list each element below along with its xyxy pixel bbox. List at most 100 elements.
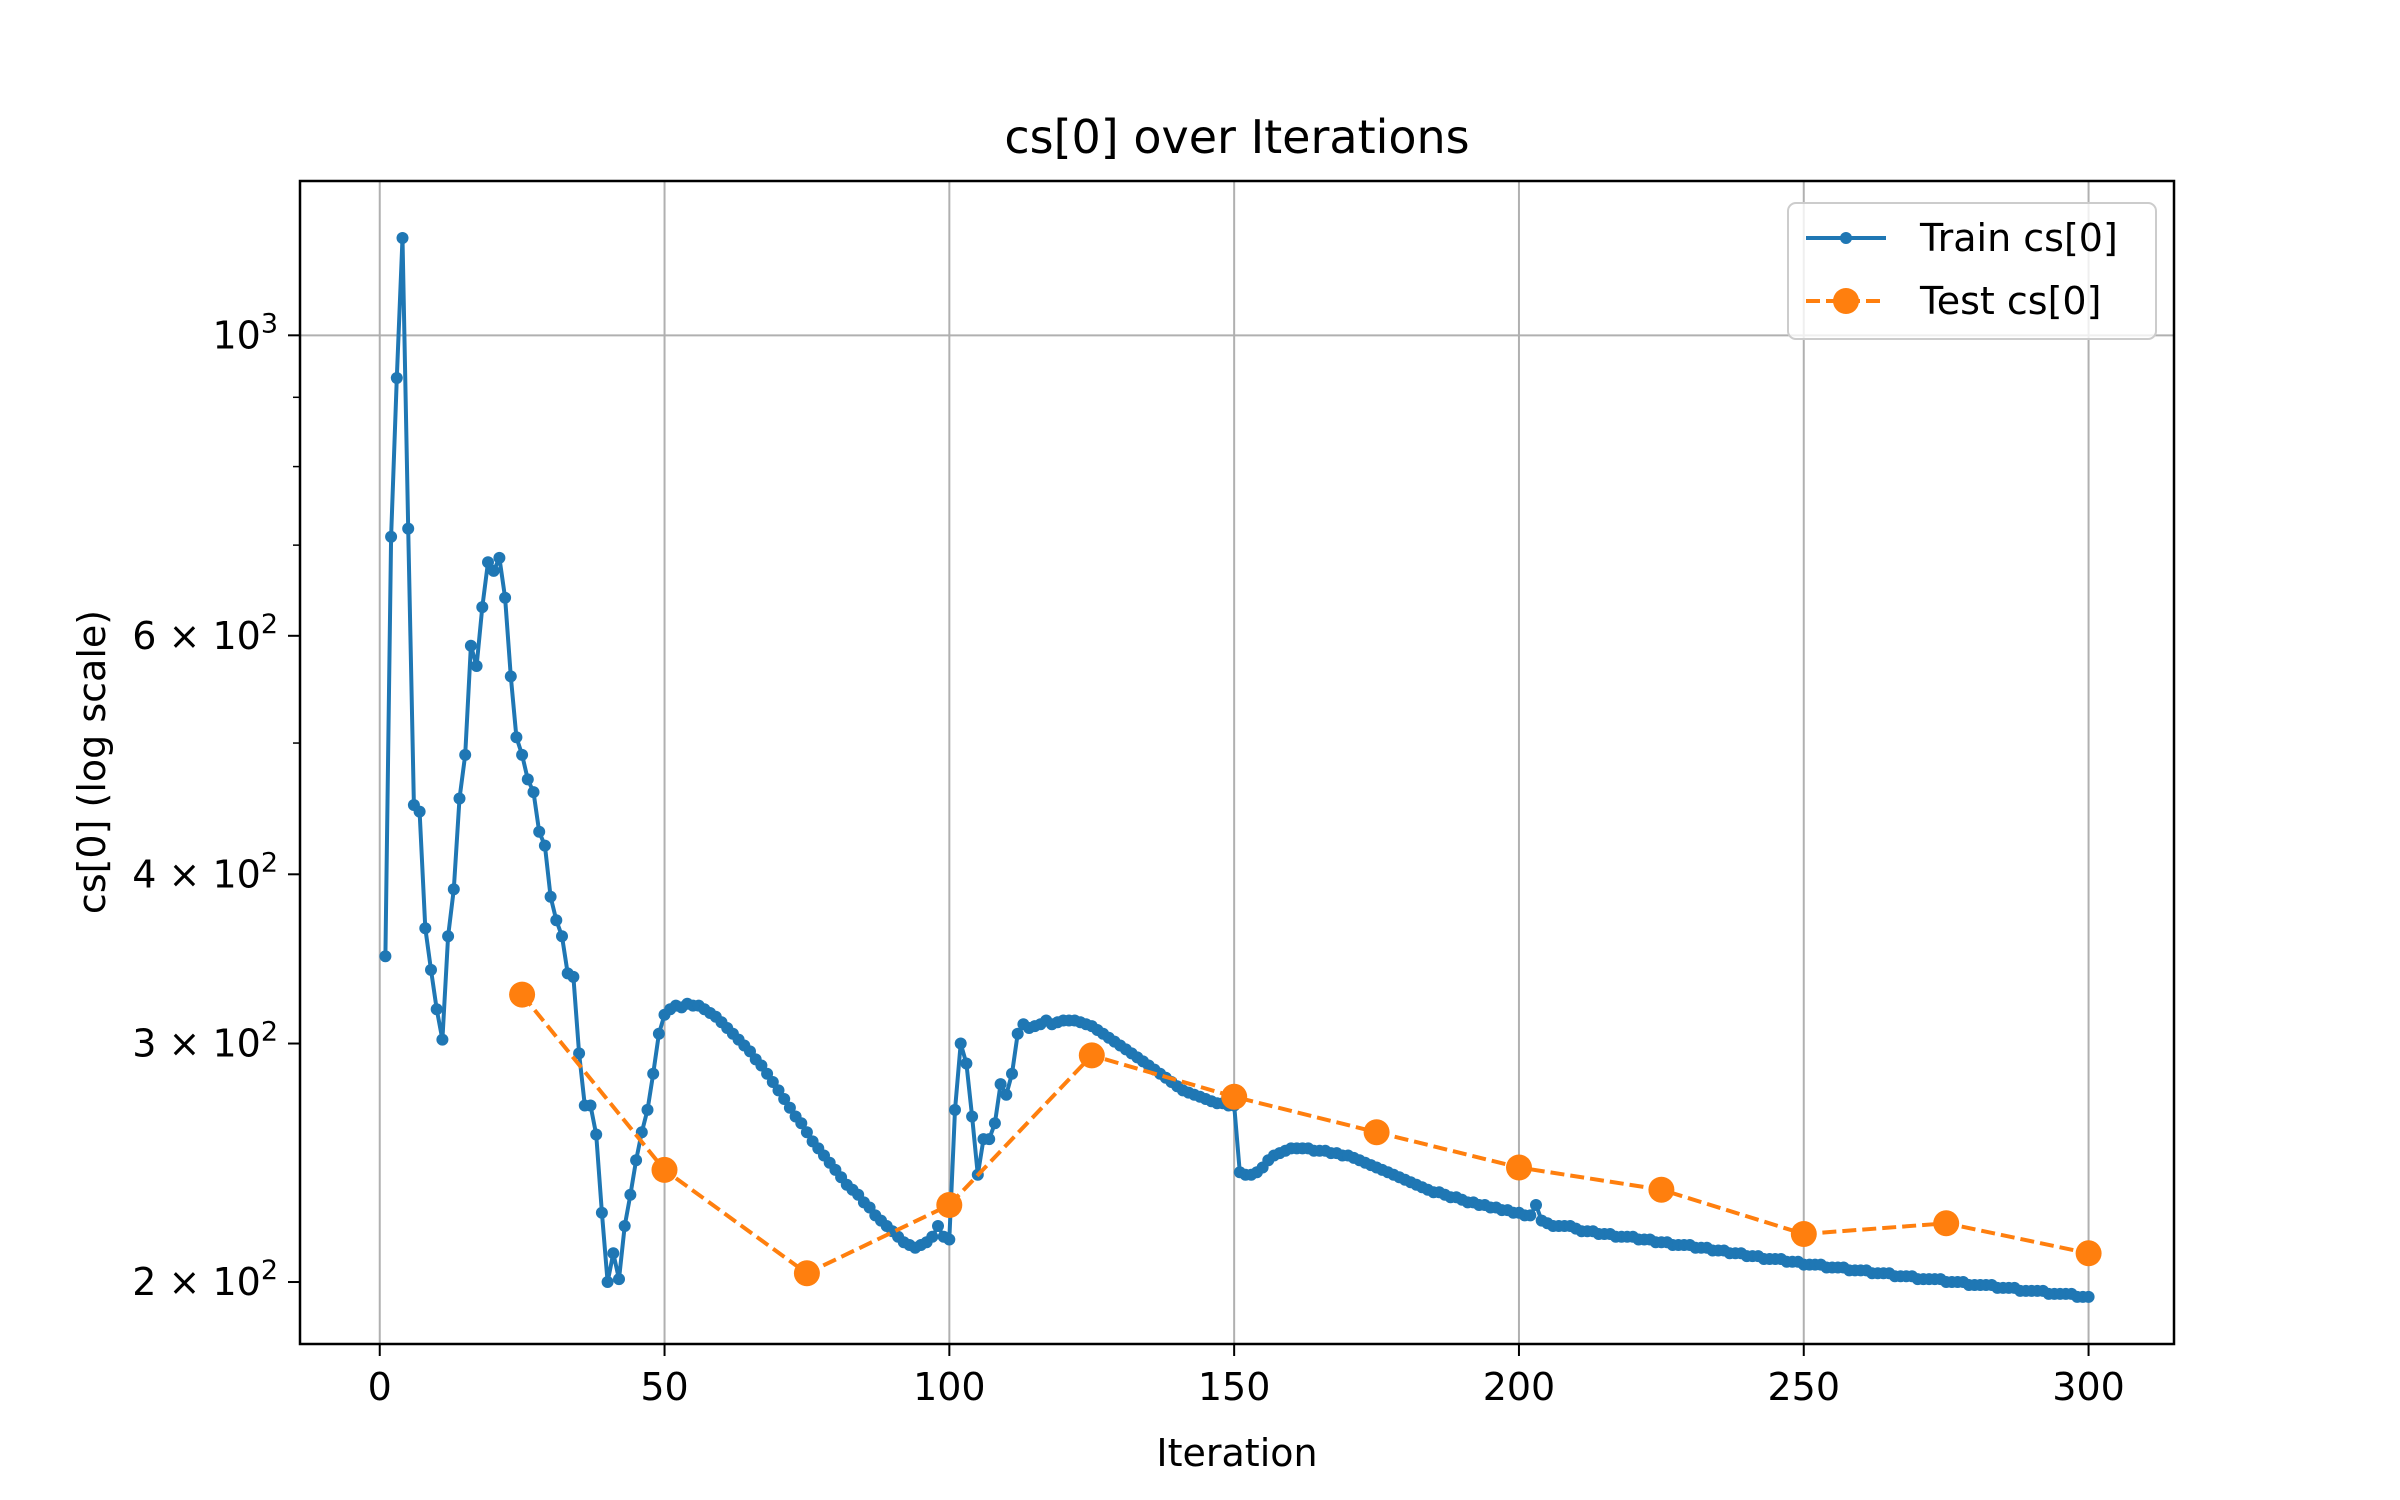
train-point (476, 601, 489, 614)
train-point (493, 551, 506, 564)
test-line (520, 993, 2090, 1276)
train-point (379, 950, 392, 963)
x-tick-label: 0 (368, 1365, 392, 1409)
train-series (379, 232, 2095, 1303)
train-point (487, 564, 500, 577)
test-point (1506, 1154, 1532, 1181)
train-point (499, 591, 512, 604)
y-tick-label-base: 2 × 10 (132, 1260, 261, 1304)
train-point (647, 1067, 660, 1080)
train-point (954, 1037, 967, 1050)
y-tick-label: 3 × 102 (132, 1017, 278, 1066)
train-point (533, 825, 546, 838)
test-point (651, 1156, 678, 1183)
legend: Train cs[0] Test cs[0] (1787, 202, 2157, 340)
train-point (419, 922, 432, 935)
train-point (988, 1117, 1001, 1130)
train-point (783, 1101, 796, 1114)
train-point (949, 1103, 961, 1116)
train-point (556, 930, 568, 943)
train-point (1000, 1088, 1013, 1101)
legend-test-marker (1833, 288, 1859, 314)
train-point (618, 1220, 631, 1232)
train-point (396, 232, 409, 244)
y-tick-label-base: 3 × 10 (132, 1022, 261, 1066)
train-point (584, 1099, 597, 1112)
train-point (766, 1076, 779, 1088)
train-point (800, 1126, 813, 1139)
grid-lines (300, 181, 2174, 1344)
train-point (567, 970, 580, 983)
train-point (544, 890, 557, 903)
test-point (936, 1192, 963, 1218)
train-point (538, 839, 551, 852)
train-point (390, 372, 403, 384)
test-point (1078, 1042, 1105, 1069)
train-point (464, 639, 477, 652)
train-point (521, 773, 534, 786)
legend-train-marker (1840, 232, 1852, 244)
train-point (652, 1027, 665, 1040)
train-point (624, 1188, 637, 1201)
train-point (459, 748, 472, 761)
test-point (1933, 1210, 1960, 1237)
train-point (943, 1233, 956, 1246)
train-point (966, 1110, 979, 1123)
train-point (516, 748, 529, 761)
train-point (595, 1206, 608, 1219)
y-axis-label: cs[0] (log scale) (70, 610, 114, 914)
x-tick-label: 200 (1483, 1365, 1556, 1409)
x-tick-label: 50 (640, 1365, 688, 1409)
train-point (385, 530, 398, 543)
x-axis-label: Iteration (1156, 1431, 1317, 1475)
train-point (601, 1276, 614, 1288)
y-tick-label-base: 4 × 10 (132, 852, 261, 896)
train-point (504, 670, 517, 683)
train-point (772, 1084, 785, 1097)
y-tick-label-exponent: 2 (261, 847, 278, 878)
y-tick-label-exponent: 3 (261, 308, 278, 339)
plot-series (379, 232, 2102, 1303)
test-point (1363, 1119, 1390, 1146)
test-point (1221, 1083, 1248, 1110)
y-tick-label-base: 6 × 10 (132, 614, 261, 658)
train-point (573, 1047, 586, 1060)
y-tick-label: 4 × 102 (132, 847, 278, 896)
train-point (470, 660, 483, 672)
x-tick-label: 150 (1198, 1365, 1271, 1409)
y-tick-label-base: 10 (212, 313, 260, 357)
train-point (994, 1078, 1007, 1091)
test-point (1648, 1176, 1675, 1203)
test-point (793, 1260, 820, 1287)
test-point (2075, 1240, 2102, 1267)
legend-train-label: Train cs[0] (1919, 216, 2118, 260)
train-point (550, 914, 563, 927)
legend-test-label: Test cs[0] (1919, 279, 2101, 323)
train-point (442, 930, 455, 943)
train-point (447, 883, 460, 896)
train-point (436, 1033, 449, 1046)
train-point (641, 1103, 654, 1116)
train-point (590, 1128, 603, 1141)
train-point (527, 786, 540, 799)
train-point (1524, 1209, 1537, 1222)
x-tick-label: 250 (1767, 1365, 1840, 1409)
x-tick-label: 100 (913, 1365, 986, 1409)
y-tick-label: 2 × 102 (132, 1255, 278, 1304)
train-point (630, 1154, 643, 1167)
train-point (926, 1230, 939, 1243)
train-point (482, 556, 494, 569)
train-point (1530, 1199, 1542, 1211)
test-point (509, 981, 536, 1008)
train-point (795, 1117, 808, 1130)
train-point (430, 1003, 443, 1016)
y-tick-label-exponent: 2 (261, 1017, 278, 1048)
train-point (607, 1247, 620, 1260)
train-point (778, 1093, 791, 1105)
train-point (425, 963, 437, 976)
train-point (1011, 1027, 1024, 1040)
y-tick-label-exponent: 2 (261, 1255, 278, 1286)
train-point (960, 1057, 973, 1070)
